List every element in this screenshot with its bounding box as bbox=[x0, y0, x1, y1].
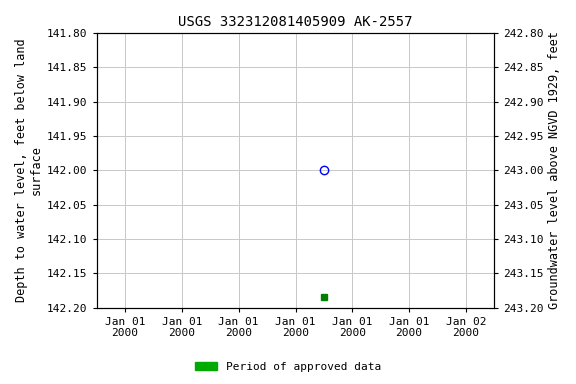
Y-axis label: Groundwater level above NGVD 1929, feet: Groundwater level above NGVD 1929, feet bbox=[548, 31, 561, 309]
Title: USGS 332312081405909 AK-2557: USGS 332312081405909 AK-2557 bbox=[178, 15, 413, 29]
Legend: Period of approved data: Period of approved data bbox=[191, 358, 385, 377]
Y-axis label: Depth to water level, feet below land
surface: Depth to water level, feet below land su… bbox=[15, 38, 43, 302]
